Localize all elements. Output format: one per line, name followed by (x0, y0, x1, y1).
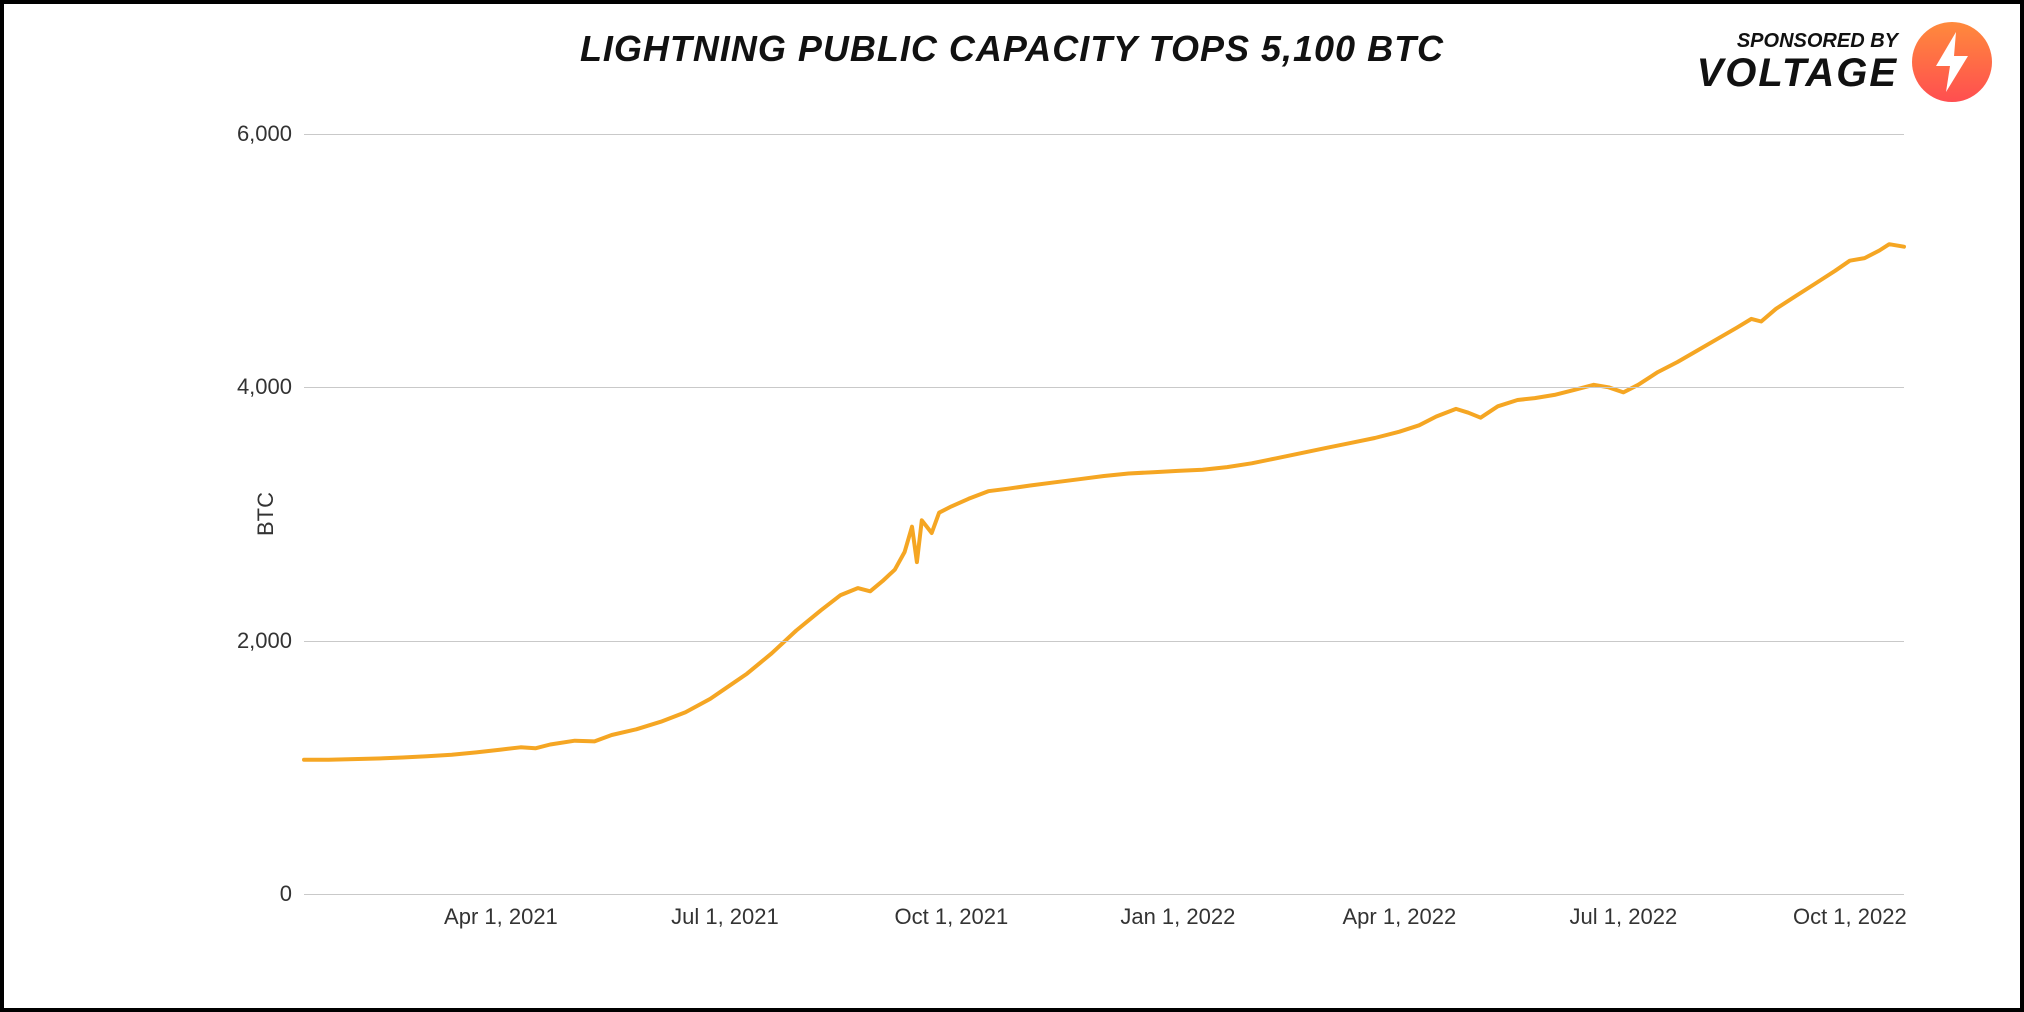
capacity-line (304, 244, 1904, 760)
y-tick-label: 6,000 (237, 121, 292, 147)
x-tick-label: Oct 1, 2022 (1793, 904, 1907, 930)
y-tick-label: 4,000 (237, 374, 292, 400)
y-tick-label: 2,000 (237, 628, 292, 654)
gridline (304, 387, 1904, 388)
y-tick-label: 0 (280, 881, 292, 907)
voltage-logo-icon (1912, 22, 1992, 102)
x-tick-label: Apr 1, 2022 (1343, 904, 1457, 930)
x-tick-label: Jan 1, 2022 (1120, 904, 1235, 930)
sponsor-label: SPONSORED BY (1737, 31, 1898, 52)
sponsor-brand: VOLTAGE (1697, 52, 1898, 94)
y-axis-label: BTC (253, 492, 279, 536)
sponsor-block: SPONSORED BY VOLTAGE (1697, 22, 1992, 102)
x-tick-label: Jul 1, 2022 (1570, 904, 1678, 930)
chart-frame: LIGHTNING PUBLIC CAPACITY TOPS 5,100 BTC… (0, 0, 2024, 1012)
gridline (304, 134, 1904, 135)
gridline (304, 641, 1904, 642)
sponsor-text: SPONSORED BY VOLTAGE (1697, 31, 1898, 94)
gridline (304, 894, 1904, 895)
x-tick-label: Apr 1, 2021 (444, 904, 558, 930)
line-chart-svg (304, 134, 1904, 894)
x-tick-label: Oct 1, 2021 (895, 904, 1009, 930)
x-tick-label: Jul 1, 2021 (671, 904, 779, 930)
plot-area: 02,0004,0006,000Apr 1, 2021Jul 1, 2021Oc… (304, 134, 1904, 894)
